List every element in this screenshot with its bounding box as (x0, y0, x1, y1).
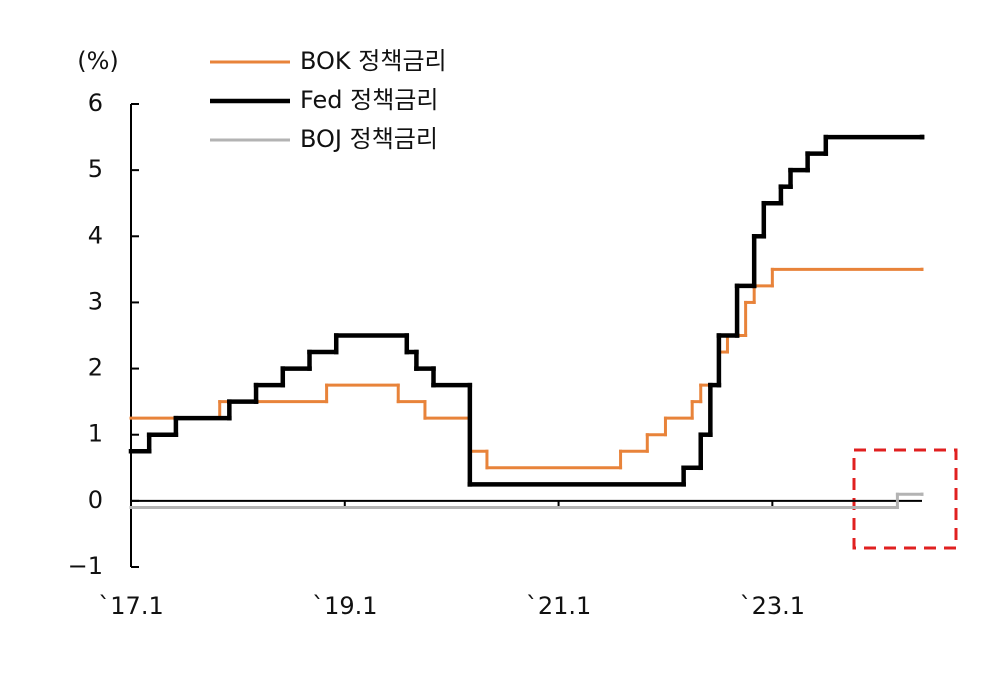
x-tick-label: `23.1 (740, 592, 805, 620)
y-tick-label: 0 (88, 486, 103, 514)
x-tick-label: `17.1 (98, 592, 163, 620)
y-tick-label: 3 (88, 287, 103, 315)
y-tick-label: 4 (88, 221, 103, 249)
x-tick-label: `21.1 (526, 592, 591, 620)
y-tick-label: −1 (68, 552, 103, 580)
y-tick-label: 6 (88, 89, 103, 117)
y-tick-label: 1 (88, 420, 103, 448)
y-tick-label: 2 (88, 354, 103, 382)
legend-label: BOJ 정책금리 (300, 125, 438, 153)
highlight-box (852, 448, 958, 550)
legend-label: BOK 정책금리 (300, 47, 447, 75)
y-axis-label: (%) (77, 47, 119, 75)
y-tick-label: 5 (88, 155, 103, 183)
legend-label: Fed 정책금리 (300, 86, 438, 114)
x-tick-label: `19.1 (312, 592, 377, 620)
